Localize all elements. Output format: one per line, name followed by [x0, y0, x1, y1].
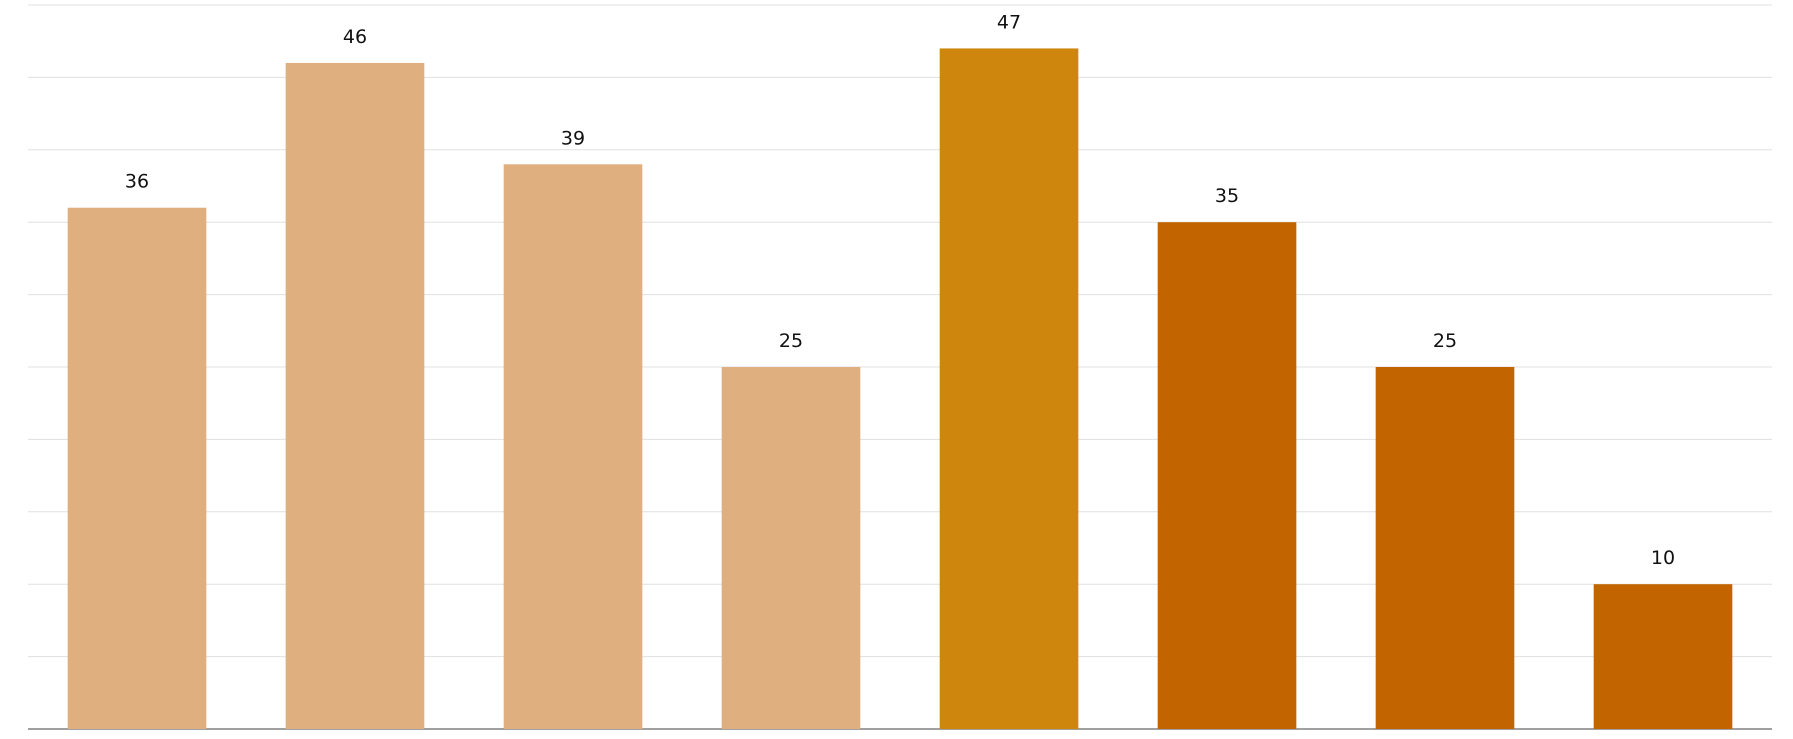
- data-label: 39: [561, 127, 585, 149]
- data-label: 25: [1433, 330, 1457, 352]
- bar: [67, 207, 207, 730]
- bar: [285, 62, 425, 730]
- data-label: 35: [1215, 185, 1239, 207]
- bar: [1593, 584, 1733, 729]
- data-label: 46: [343, 26, 367, 48]
- bar: [939, 48, 1079, 729]
- bar: [1157, 222, 1297, 729]
- bar: [503, 164, 643, 729]
- data-label: 36: [125, 171, 149, 193]
- data-label: 47: [997, 11, 1021, 33]
- data-label: 25: [779, 330, 803, 352]
- bar: [1375, 367, 1515, 729]
- bar: [721, 367, 861, 729]
- data-label: 10: [1651, 547, 1675, 569]
